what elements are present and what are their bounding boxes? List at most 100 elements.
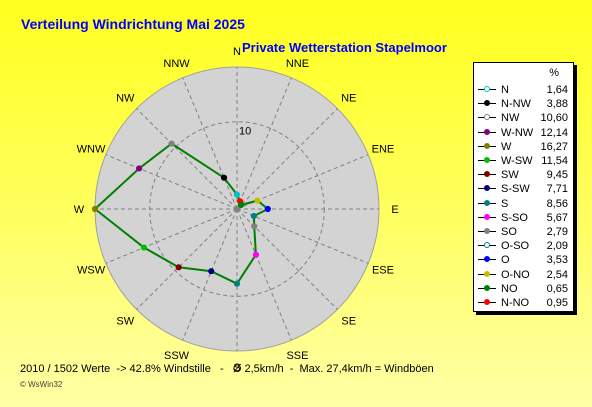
direction-label: SSW [164, 350, 190, 362]
station-subtitle: Private Wetterstation Stapelmoor [242, 40, 447, 55]
legend-item: O-NO 2,54 [474, 268, 573, 282]
legend-marker-icon [478, 182, 496, 196]
data-point [237, 201, 245, 209]
legend-label: SW [501, 169, 519, 182]
data-point [254, 197, 261, 204]
legend-marker-icon [478, 239, 496, 253]
data-point [233, 280, 241, 287]
legend-label: N-NO [501, 297, 530, 309]
grid-spoke [105, 154, 238, 210]
legend-value: 0,95 [546, 297, 568, 309]
legend: % N 1,64 N-NW 3,88 NW 10,60 W-NW 12,14 W 16,27 W-S… [473, 62, 574, 312]
legend-value: 12,14 [540, 126, 568, 139]
legend-item: W-SW 11,54 [474, 154, 573, 168]
legend-marker-icon [478, 168, 496, 182]
direction-label: NNW [163, 58, 190, 70]
legend-value: 5,67 [546, 211, 568, 224]
data-point [250, 212, 257, 220]
data-point [208, 268, 215, 275]
legend-marker-icon [478, 268, 496, 282]
grid-spoke [236, 108, 338, 210]
direction-label: E [391, 204, 398, 216]
data-point [140, 244, 148, 251]
legend-marker-icon [478, 140, 496, 154]
legend-value: 3,53 [546, 254, 568, 267]
data-point [168, 140, 175, 147]
legend-marker-icon [478, 97, 496, 111]
direction-label: SSE [286, 350, 308, 362]
legend-item: W-NW 12,14 [474, 126, 573, 140]
legend-label: SO [501, 226, 517, 238]
grid-spoke [136, 108, 238, 210]
data-point [136, 165, 143, 172]
legend-value: 3,88 [546, 98, 568, 111]
legend-value: 2,54 [546, 268, 568, 281]
legend-value: 7,71 [546, 183, 568, 196]
direction-label: S [233, 362, 240, 374]
direction-label: W [74, 204, 85, 216]
direction-label: NE [341, 92, 356, 104]
legend-value: 10,60 [540, 112, 568, 125]
legend-label: N-NW [501, 98, 531, 111]
legend-marker-icon [478, 126, 496, 140]
legend-value: 2,79 [546, 226, 568, 238]
direction-label: SW [116, 316, 134, 328]
direction-label: WNW [77, 144, 106, 156]
software-brand: © WsWin32 [20, 380, 63, 389]
legend-item: S 8,56 [474, 197, 573, 211]
legend-item: SO 2,79 [474, 225, 573, 239]
legend-label: N [501, 84, 509, 96]
legend-marker-icon [478, 111, 496, 125]
legend-label: S-SO [501, 211, 528, 224]
grid-spoke [182, 208, 238, 341]
grid-spoke [236, 208, 369, 264]
data-point [251, 223, 258, 230]
grid-spoke [182, 77, 238, 210]
legend-value: 16,27 [540, 140, 568, 153]
direction-label: N [233, 46, 241, 58]
legend-marker-icon [478, 154, 496, 168]
legend-value: 2,09 [546, 240, 568, 253]
grid-spoke [236, 208, 292, 341]
direction-label: NW [116, 92, 135, 104]
direction-label: ENE [372, 144, 395, 156]
direction-label: SE [341, 316, 356, 328]
radial-tick-label: 10 [239, 126, 251, 138]
legend-marker-icon [478, 211, 496, 225]
legend-marker-icon [478, 225, 496, 239]
legend-marker-icon [478, 83, 496, 97]
grid-spoke [105, 208, 238, 264]
legend-marker-icon [478, 197, 496, 211]
data-point [252, 251, 260, 258]
data-point [220, 174, 228, 181]
footer-statistics: 2010 / 1502 Werte -> 42.8% Windstille - … [20, 363, 434, 375]
direction-label: WSW [77, 264, 106, 276]
legend-item: N-NO 0,95 [474, 296, 573, 310]
grid-spoke [236, 77, 292, 210]
legend-marker-icon [478, 253, 496, 267]
legend-item: W 16,27 [474, 140, 573, 154]
legend-item: O 3,53 [474, 253, 573, 267]
legend-label: O-SO [501, 240, 530, 253]
data-point [264, 205, 271, 213]
legend-label: W-SW [501, 155, 533, 167]
legend-item: SW 9,45 [474, 168, 573, 182]
legend-label: NO [501, 282, 518, 295]
legend-item: S-SW 7,71 [474, 182, 573, 196]
legend-label: S [501, 197, 509, 210]
legend-item: O-SO 2,09 [474, 239, 573, 253]
legend-value: 1,64 [546, 84, 568, 96]
legend-marker-icon [478, 282, 496, 296]
legend-item: N-NW 3,88 [474, 97, 573, 111]
legend-label: S-SW [501, 183, 530, 196]
legend-item: S-SO 5,67 [474, 211, 573, 225]
legend-value: 11,54 [541, 155, 568, 167]
legend-label: O-NO [501, 268, 530, 281]
legend-marker-icon [478, 296, 496, 310]
legend-label: W-NW [501, 126, 534, 139]
chart-title: Verteilung Windrichtung Mai 2025 [21, 16, 245, 32]
legend-unit: % [549, 67, 559, 79]
data-point [91, 205, 99, 213]
legend-item: N 1,64 [474, 83, 573, 97]
